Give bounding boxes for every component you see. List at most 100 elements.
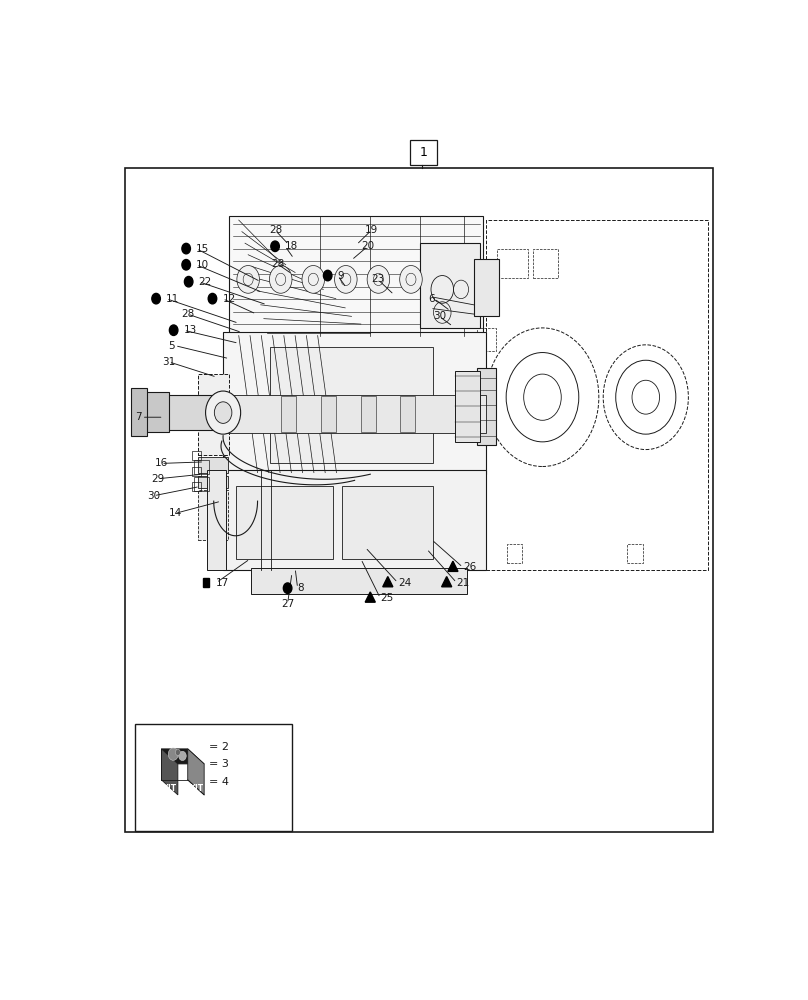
Text: 24: 24 xyxy=(398,578,411,588)
Bar xyxy=(236,486,333,559)
Polygon shape xyxy=(187,749,204,795)
Circle shape xyxy=(302,266,325,293)
Bar xyxy=(131,388,147,436)
Bar xyxy=(497,249,528,278)
Bar xyxy=(124,168,713,832)
Bar xyxy=(208,470,226,570)
Text: KIT: KIT xyxy=(162,784,177,793)
Text: 27: 27 xyxy=(281,599,295,609)
Text: 9: 9 xyxy=(338,271,344,281)
Polygon shape xyxy=(448,561,458,571)
Circle shape xyxy=(184,276,193,287)
Text: 11: 11 xyxy=(166,294,179,304)
Text: 8: 8 xyxy=(297,583,305,593)
Circle shape xyxy=(271,241,280,252)
Text: 19: 19 xyxy=(365,225,378,235)
Bar xyxy=(627,544,642,563)
Bar xyxy=(223,395,486,433)
Circle shape xyxy=(182,243,191,254)
Text: 18: 18 xyxy=(285,241,298,251)
Text: = 3: = 3 xyxy=(209,759,229,769)
Circle shape xyxy=(323,270,332,281)
Bar xyxy=(360,396,376,432)
Bar xyxy=(400,396,415,432)
Bar xyxy=(198,476,228,488)
Circle shape xyxy=(269,266,292,293)
Polygon shape xyxy=(383,577,393,587)
Bar xyxy=(507,544,523,563)
Bar xyxy=(321,396,336,432)
Circle shape xyxy=(170,325,178,335)
Circle shape xyxy=(152,293,160,304)
Circle shape xyxy=(214,402,232,423)
Text: KIT: KIT xyxy=(189,784,204,793)
Bar xyxy=(486,220,709,570)
Bar xyxy=(191,466,200,476)
Circle shape xyxy=(205,391,241,434)
Text: 31: 31 xyxy=(162,357,175,367)
Text: 6: 6 xyxy=(428,294,435,304)
Circle shape xyxy=(182,260,191,270)
Bar xyxy=(410,140,437,165)
Text: 15: 15 xyxy=(196,244,209,254)
Polygon shape xyxy=(162,749,204,764)
Bar xyxy=(420,243,480,328)
Bar xyxy=(198,374,229,455)
Circle shape xyxy=(400,266,423,293)
Bar xyxy=(281,396,297,432)
Text: 5: 5 xyxy=(169,341,175,351)
Polygon shape xyxy=(193,776,203,786)
Bar xyxy=(223,470,486,570)
Bar xyxy=(144,392,169,432)
Text: 28: 28 xyxy=(181,309,195,319)
Circle shape xyxy=(335,266,357,293)
Circle shape xyxy=(237,266,259,293)
Bar xyxy=(191,482,200,491)
Bar xyxy=(198,490,228,540)
Circle shape xyxy=(284,583,292,593)
Bar xyxy=(203,578,209,587)
Text: 12: 12 xyxy=(222,294,236,304)
Bar xyxy=(477,328,495,351)
Circle shape xyxy=(175,749,180,755)
Text: 14: 14 xyxy=(169,508,182,518)
Circle shape xyxy=(194,742,202,752)
Text: 29: 29 xyxy=(151,474,164,484)
Bar xyxy=(163,395,226,430)
Text: 22: 22 xyxy=(199,277,212,287)
Text: 23: 23 xyxy=(372,274,385,284)
Text: 17: 17 xyxy=(217,578,229,588)
Bar xyxy=(533,249,558,278)
Text: 20: 20 xyxy=(361,241,375,251)
Bar xyxy=(195,760,201,769)
Text: 13: 13 xyxy=(183,325,197,335)
Bar xyxy=(198,457,228,473)
Text: 30: 30 xyxy=(433,311,446,321)
Bar xyxy=(473,259,499,316)
Bar xyxy=(455,371,480,442)
Bar xyxy=(342,486,433,559)
Text: 21: 21 xyxy=(457,578,470,588)
Text: 26: 26 xyxy=(463,562,476,572)
Text: 1: 1 xyxy=(419,146,427,159)
Bar xyxy=(251,568,467,594)
Bar xyxy=(194,460,209,474)
Bar xyxy=(270,347,433,463)
Circle shape xyxy=(367,266,389,293)
Circle shape xyxy=(179,751,186,761)
Text: = 2: = 2 xyxy=(209,742,229,752)
Text: 7: 7 xyxy=(136,412,142,422)
Polygon shape xyxy=(365,592,376,602)
Text: = 4: = 4 xyxy=(209,777,229,787)
Text: 25: 25 xyxy=(381,593,393,603)
Bar xyxy=(194,477,209,491)
Bar xyxy=(191,451,200,460)
Text: 28: 28 xyxy=(271,259,284,269)
Text: 16: 16 xyxy=(155,458,168,468)
Polygon shape xyxy=(442,577,452,587)
Polygon shape xyxy=(162,749,178,795)
Text: 28: 28 xyxy=(269,225,282,235)
Text: 30: 30 xyxy=(147,491,161,501)
Circle shape xyxy=(168,748,179,760)
Bar xyxy=(229,216,483,336)
